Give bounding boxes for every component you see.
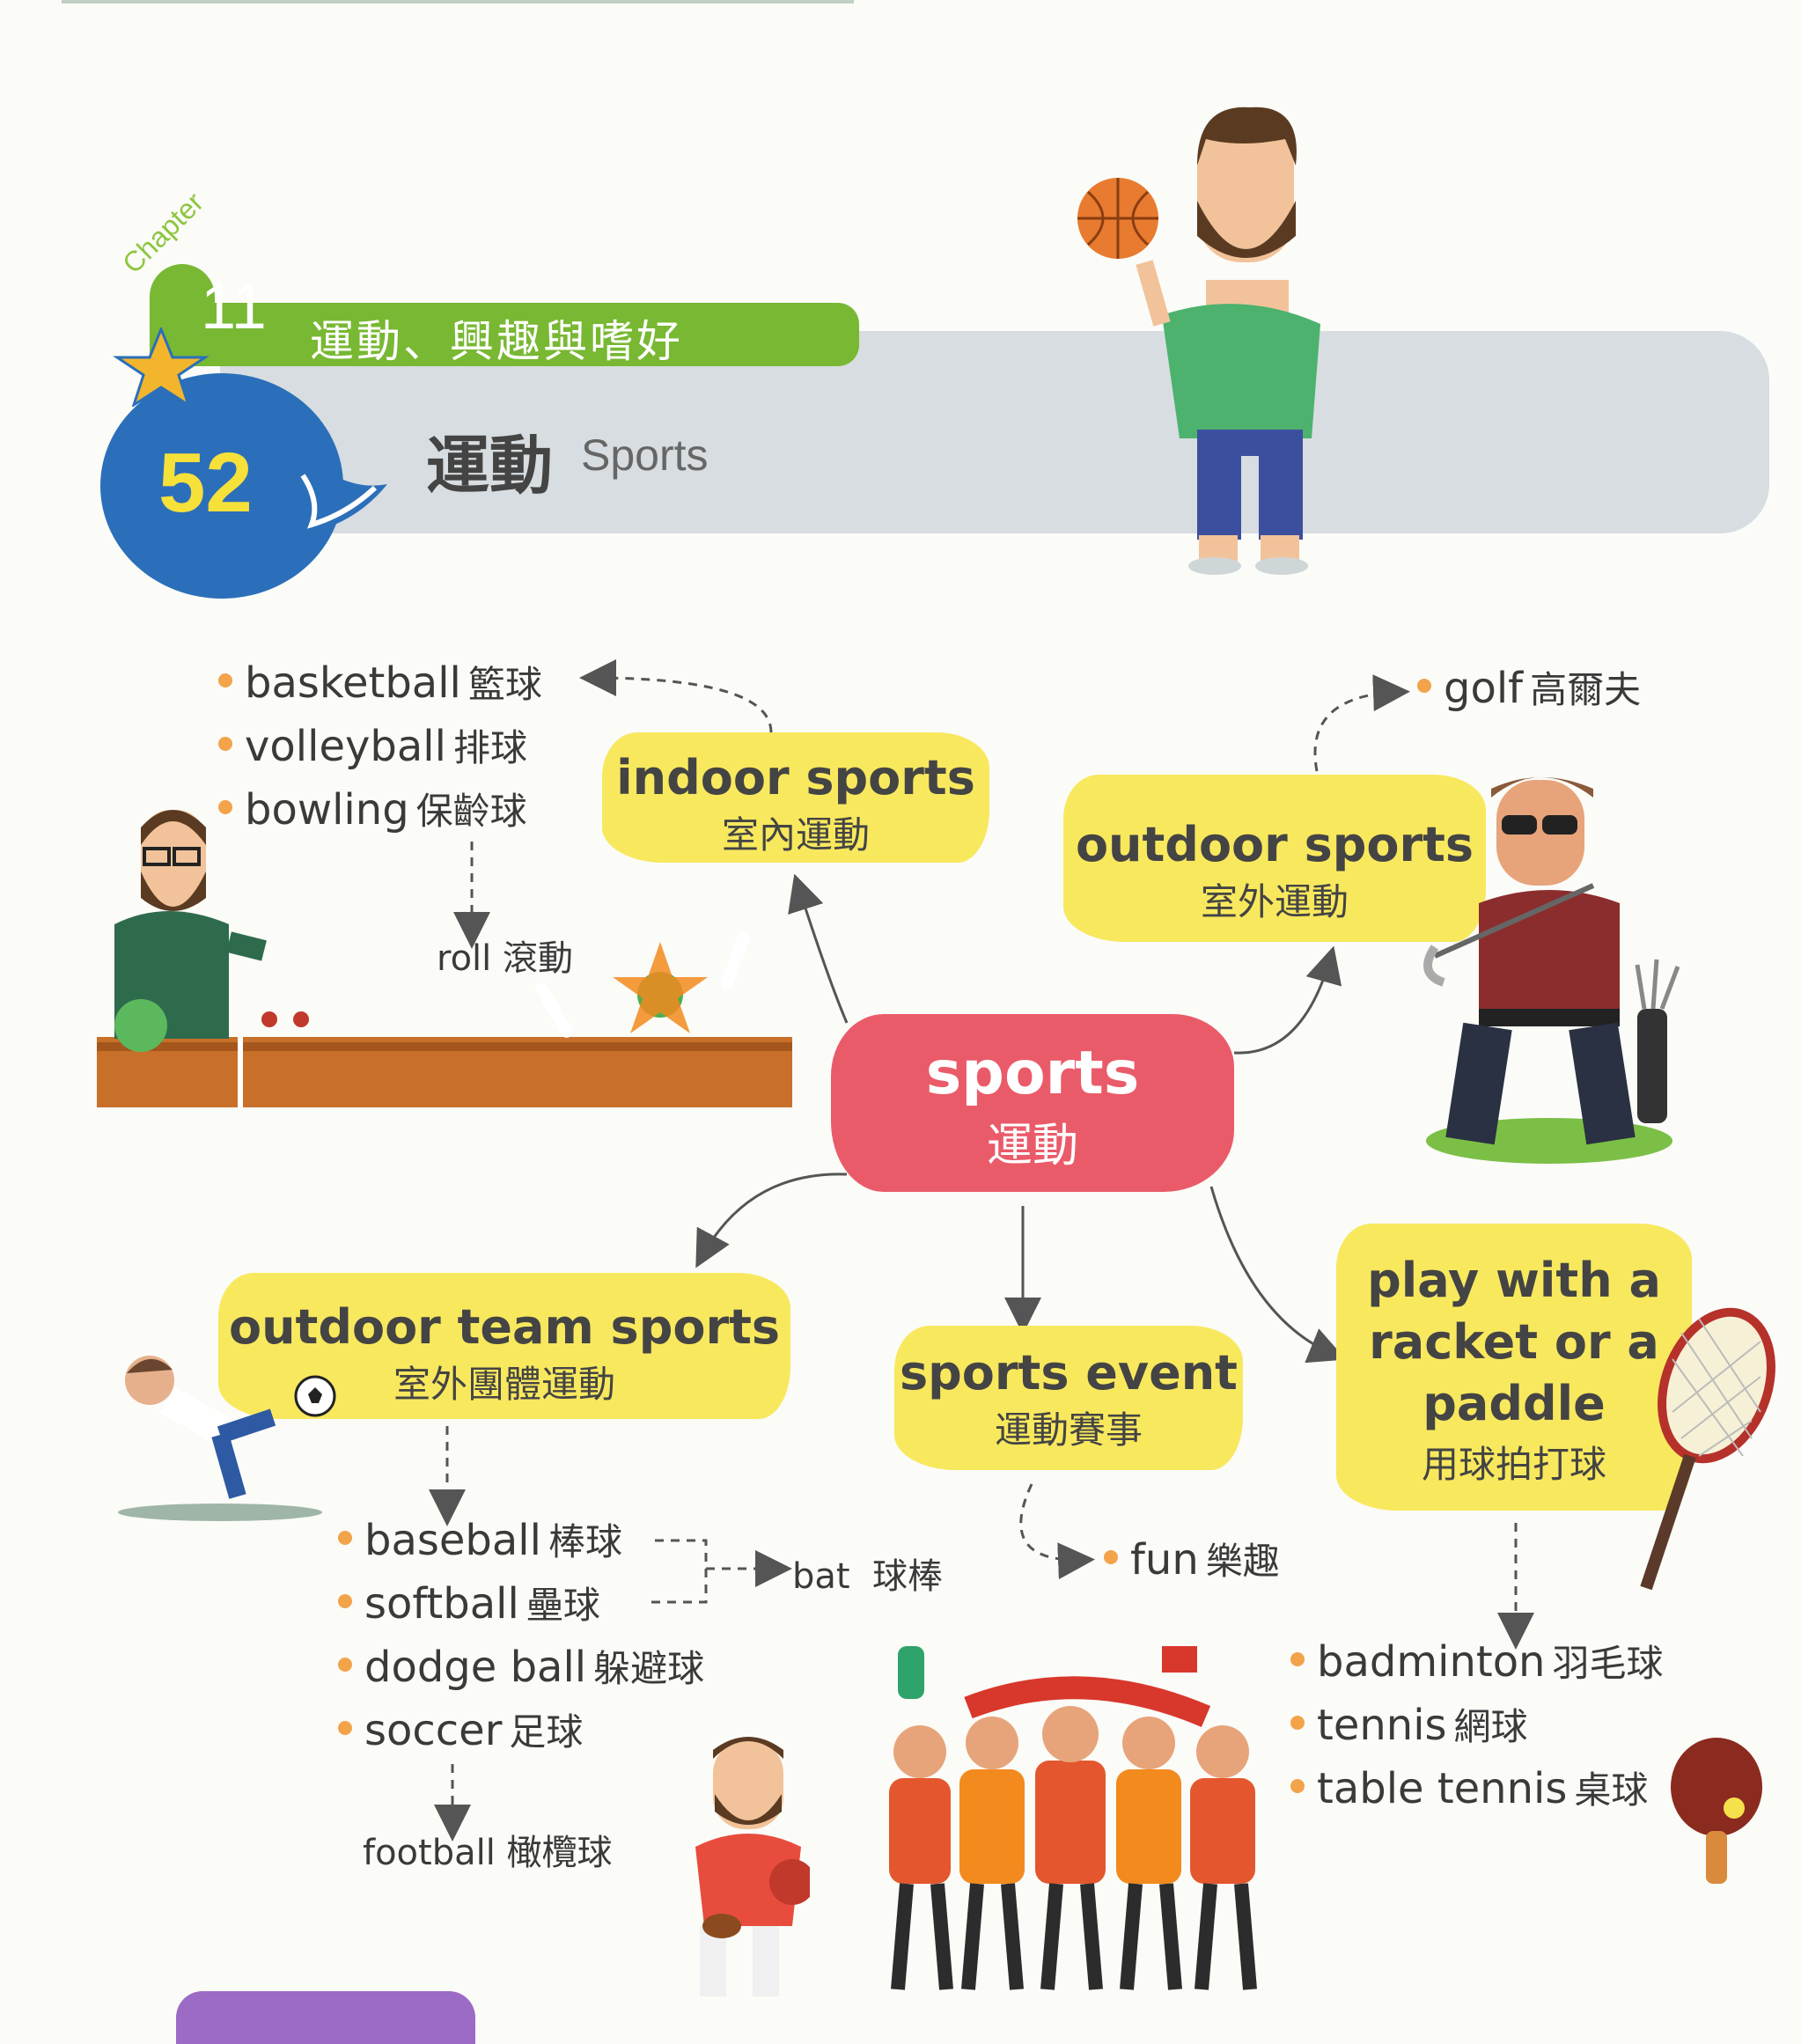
sports-event-label: sports event: [900, 1345, 1238, 1401]
outdoor-sports-translation: 室外運動: [1200, 880, 1349, 923]
racket-sports-translation: 用球拍打球: [1421, 1443, 1606, 1486]
outdoor-team-sports-translation: 室外團體運動: [393, 1363, 615, 1406]
indoor-sports-translation: 室內運動: [721, 813, 870, 857]
sports-event-node: sports event 運動賽事: [894, 1326, 1243, 1470]
golfer-illustration: [1423, 777, 1680, 1164]
racket-sports-label-line3: paddle: [1422, 1376, 1606, 1431]
racket-sports-label-line1: play with a: [1367, 1253, 1661, 1308]
chapter-number: 11: [201, 272, 267, 342]
indoor-sports-label: indoor sports: [616, 750, 975, 805]
list-item: golf 高爾夫: [1417, 660, 1641, 714]
bowling-illustration: [97, 810, 792, 1107]
center-node: sports 運動: [831, 1014, 1234, 1192]
sub-item-roll: roll 滾動: [437, 938, 573, 979]
basketball-player-illustration: [1077, 107, 1320, 575]
list-item: fun 樂趣: [1104, 1532, 1280, 1585]
top-rule: [62, 0, 854, 4]
fans-illustration: [889, 1646, 1257, 1990]
list-item: badminton 羽毛球: [1290, 1634, 1664, 1687]
bottom-section-tab: [176, 1991, 475, 2044]
list-item: softball 壘球: [338, 1576, 600, 1629]
list-item: tennis 網球: [1290, 1697, 1528, 1751]
soccer-player-illustration: [118, 1356, 336, 1521]
table-tennis-paddle-icon: [1671, 1738, 1762, 1884]
center-node-label: sports: [925, 1039, 1140, 1108]
racket-sports-label-line2: racket or a: [1369, 1314, 1659, 1370]
unit-number: 52: [158, 436, 253, 530]
tennis-racket-icon: [1640, 1307, 1775, 1591]
outdoor-sports-node: outdoor sports 室外運動: [1063, 775, 1486, 942]
sports-event-translation: 運動賽事: [994, 1408, 1143, 1452]
speech-tail-icon: [290, 449, 387, 537]
outdoor-team-sports-label: outdoor team sports: [228, 1299, 781, 1355]
list-item: basketball 籃球: [218, 655, 542, 709]
list-item: table tennis 桌球: [1290, 1761, 1648, 1814]
indoor-sports-node: indoor sports 室內運動: [602, 732, 989, 863]
sub-item-bat: bat 球棒: [792, 1556, 944, 1597]
unit-subtitle: Sports: [581, 430, 709, 480]
list-item: dodge ball 躲避球: [338, 1639, 704, 1693]
chapter-banner: [185, 303, 859, 366]
chapter-title: 運動、興趣與嗜好: [310, 316, 683, 367]
unit-title: 運動: [426, 429, 554, 503]
list-item: baseball 棒球: [338, 1512, 622, 1566]
racket-sports-node: play with a racket or a paddle 用球拍打球: [1336, 1224, 1692, 1511]
outdoor-team-sports-node: outdoor team sports 室外團體運動: [218, 1273, 790, 1419]
list-item: soccer 足球: [338, 1702, 583, 1756]
football-player-illustration: [695, 1737, 810, 1996]
list-item: bowling 保齡球: [218, 782, 527, 835]
outdoor-sports-label: outdoor sports: [1075, 817, 1474, 872]
list-item: volleyball 排球: [218, 718, 527, 772]
star-icon: [113, 327, 210, 407]
sub-item-football: football 橄欖球: [363, 1833, 613, 1873]
center-node-translation: 運動: [986, 1120, 1078, 1173]
